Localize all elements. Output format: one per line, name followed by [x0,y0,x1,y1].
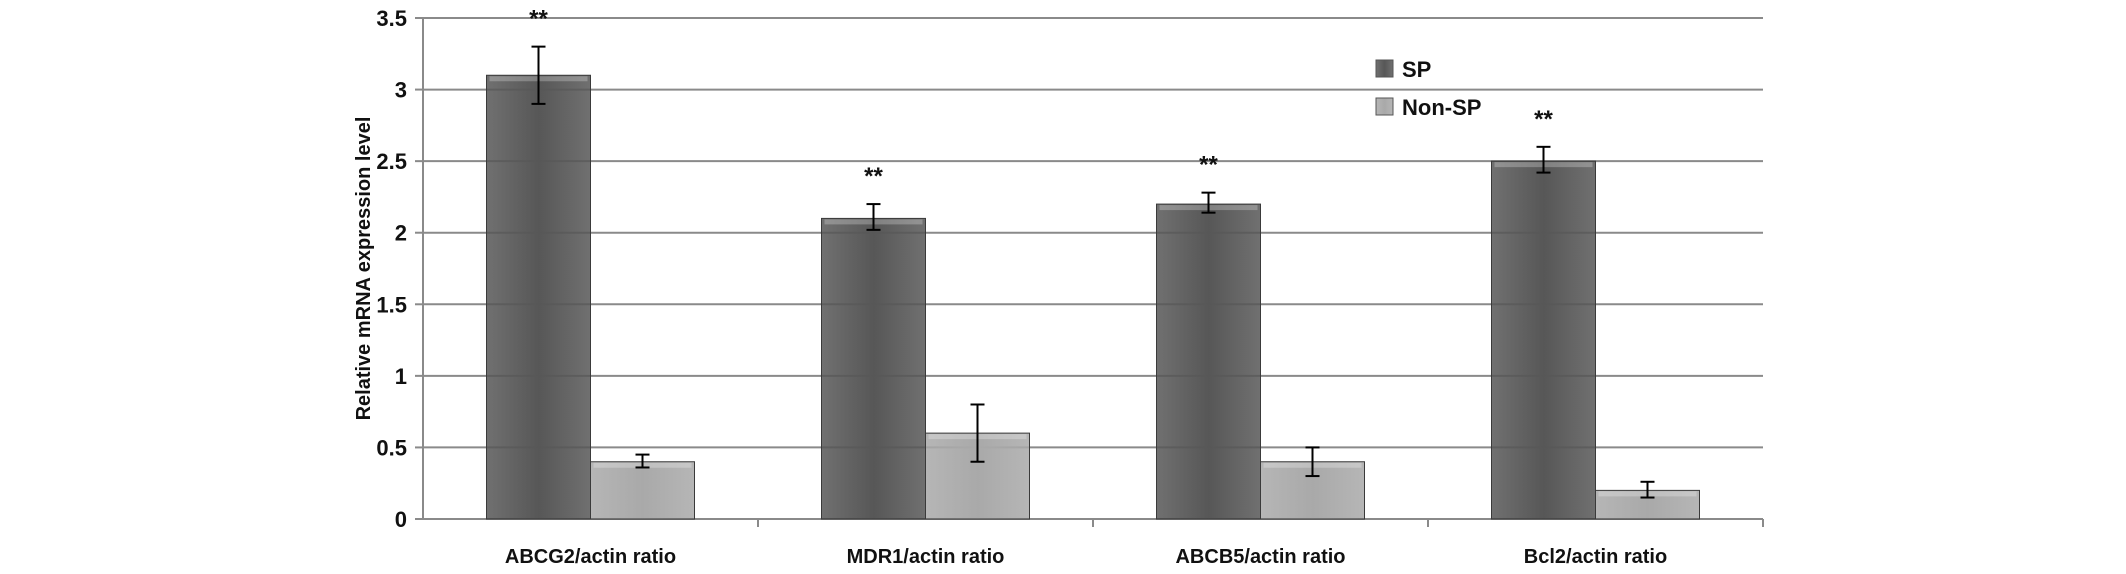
legend-label: SP [1402,57,1431,82]
bar-sp [1156,203,1261,520]
category-label: MDR1/actin ratio [847,546,1005,568]
category-labels: ABCG2/actin ratio MDR1/actin ratio ABCB5/a… [505,546,1667,568]
legend: SP Non-SP [1375,57,1481,120]
y-tick-label: 3 [395,78,407,103]
legend-swatch-sp [1375,59,1394,78]
y-tick-label: 2.5 [376,149,407,174]
y-tick-label: 2 [395,221,407,246]
bar-non-sp [590,461,695,520]
significance-marker: ** [1199,152,1218,179]
category-label: Bcl2/actin ratio [1524,546,1667,568]
y-tick-labels: 0 0.5 1 1.5 2 2.5 3 3.5 [376,6,407,532]
y-tick-label: 0.5 [376,435,407,460]
bars: ** ** ** ** [486,6,1700,520]
y-tick-label: 3.5 [376,6,407,31]
significance-marker: ** [529,6,548,33]
bar-sp [486,74,591,520]
bar-sp [1491,160,1596,520]
gridlines [415,17,1764,527]
y-tick-label: 1 [395,364,407,389]
category-label: ABCG2/actin ratio [505,546,676,568]
y-axis-label: Relative mRNA expression level [353,117,375,421]
legend-swatch-non-sp [1375,97,1394,116]
y-tick-label: 0 [395,507,407,532]
significance-marker: ** [1534,106,1553,133]
y-tick-label: 1.5 [376,292,407,317]
legend-label: Non-SP [1402,95,1481,120]
category-label: ABCB5/actin ratio [1175,546,1345,568]
bar-sp [821,217,926,520]
significance-marker: ** [864,163,883,190]
